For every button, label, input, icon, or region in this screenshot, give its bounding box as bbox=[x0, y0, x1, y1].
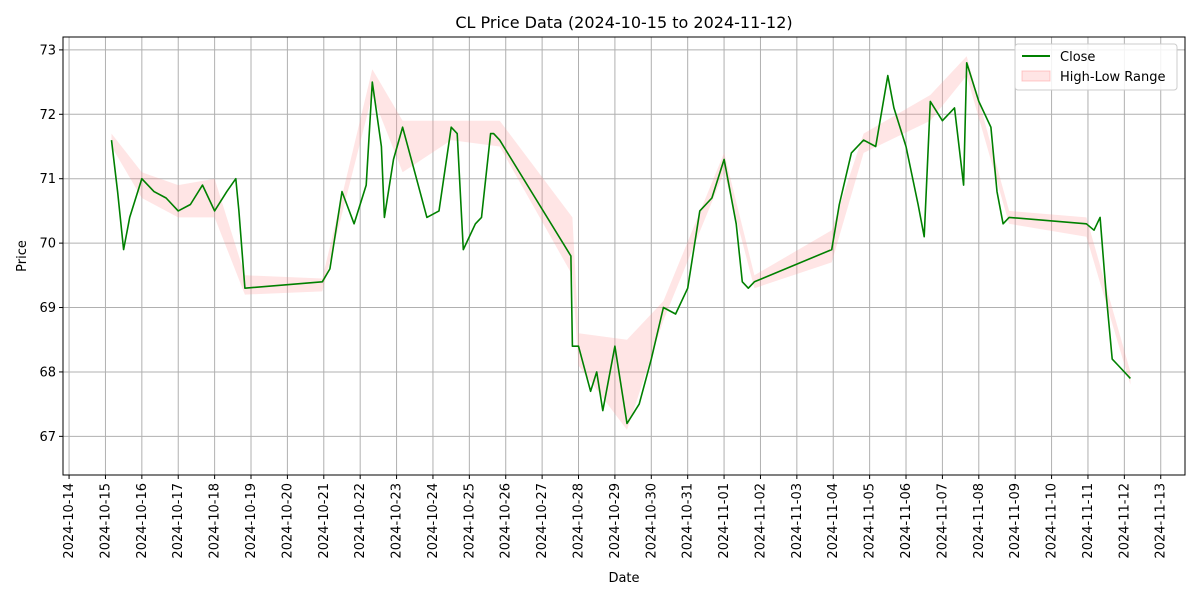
y-tick-label: 67 bbox=[39, 430, 56, 445]
x-tick-label: 2024-11-09 bbox=[1008, 483, 1023, 559]
y-tick-label: 72 bbox=[39, 108, 56, 123]
x-axis: 2024-10-14 2024-10-15 2024-10-16 2024-10-17… bbox=[62, 475, 1169, 559]
grid bbox=[63, 37, 1185, 475]
y-tick-label: 68 bbox=[39, 365, 56, 380]
x-tick-label: 2024-11-06 bbox=[899, 483, 914, 559]
x-tick-label: 2024-10-31 bbox=[681, 483, 696, 559]
x-tick-label: 2024-10-14 bbox=[62, 483, 77, 559]
x-tick-label: 2024-10-25 bbox=[462, 483, 477, 559]
x-tick-label: 2024-10-19 bbox=[244, 483, 259, 559]
x-tick-label: 2024-10-15 bbox=[98, 483, 113, 559]
legend-range-label: High-Low Range bbox=[1060, 70, 1166, 85]
x-tick-label: 2024-11-02 bbox=[753, 483, 768, 559]
legend-close-label: Close bbox=[1060, 50, 1095, 65]
x-tick-label: 2024-10-16 bbox=[135, 483, 150, 559]
x-tick-label: 2024-10-17 bbox=[171, 483, 186, 559]
plot-frame bbox=[62, 36, 1186, 476]
x-tick-label: 2024-10-28 bbox=[572, 483, 587, 559]
x-tick-label: 2024-11-04 bbox=[826, 483, 841, 559]
x-tick-label: 2024-10-27 bbox=[535, 483, 550, 559]
y-axis: 67 68 69 70 71 72 73 bbox=[39, 43, 63, 445]
legend-range-swatch bbox=[1021, 70, 1051, 82]
x-axis-label: Date bbox=[608, 571, 639, 586]
x-tick-label: 2024-11-13 bbox=[1154, 483, 1169, 559]
x-tick-label: 2024-10-23 bbox=[390, 483, 405, 559]
x-tick-label: 2024-10-22 bbox=[353, 483, 368, 559]
x-tick-label: 2024-10-21 bbox=[317, 483, 332, 559]
x-tick-label: 2024-10-20 bbox=[280, 483, 295, 559]
chart-title: CL Price Data (2024-10-15 to 2024-11-12) bbox=[455, 13, 792, 32]
x-tick-label: 2024-11-03 bbox=[790, 483, 805, 559]
x-tick-label: 2024-11-05 bbox=[863, 483, 878, 559]
x-tick-label: 2024-10-30 bbox=[644, 483, 659, 559]
x-tick-label: 2024-11-12 bbox=[1117, 483, 1132, 559]
high-low-band bbox=[111, 56, 1131, 430]
y-tick-label: 70 bbox=[39, 237, 56, 252]
x-tick-label: 2024-11-01 bbox=[717, 483, 732, 559]
x-tick-label: 2024-11-08 bbox=[972, 483, 987, 559]
x-tick-label: 2024-11-10 bbox=[1045, 483, 1060, 559]
y-tick-label: 73 bbox=[39, 43, 56, 58]
y-tick-label: 69 bbox=[39, 301, 56, 316]
x-tick-label: 2024-11-11 bbox=[1081, 483, 1096, 559]
close-series bbox=[110, 61, 1131, 425]
y-tick-label: 71 bbox=[39, 172, 56, 187]
x-tick-label: 2024-11-07 bbox=[935, 483, 950, 559]
high-low-range-area bbox=[111, 56, 1131, 430]
close-line bbox=[110, 61, 1131, 425]
legend: Close High-Low Range bbox=[1014, 43, 1178, 91]
y-axis-label: Price bbox=[15, 240, 30, 272]
legend-box bbox=[1014, 43, 1178, 91]
x-tick-label: 2024-10-29 bbox=[608, 483, 623, 559]
x-tick-label: 2024-10-26 bbox=[499, 483, 514, 559]
x-tick-label: 2024-10-24 bbox=[426, 483, 441, 559]
x-tick-label: 2024-10-18 bbox=[208, 483, 223, 559]
